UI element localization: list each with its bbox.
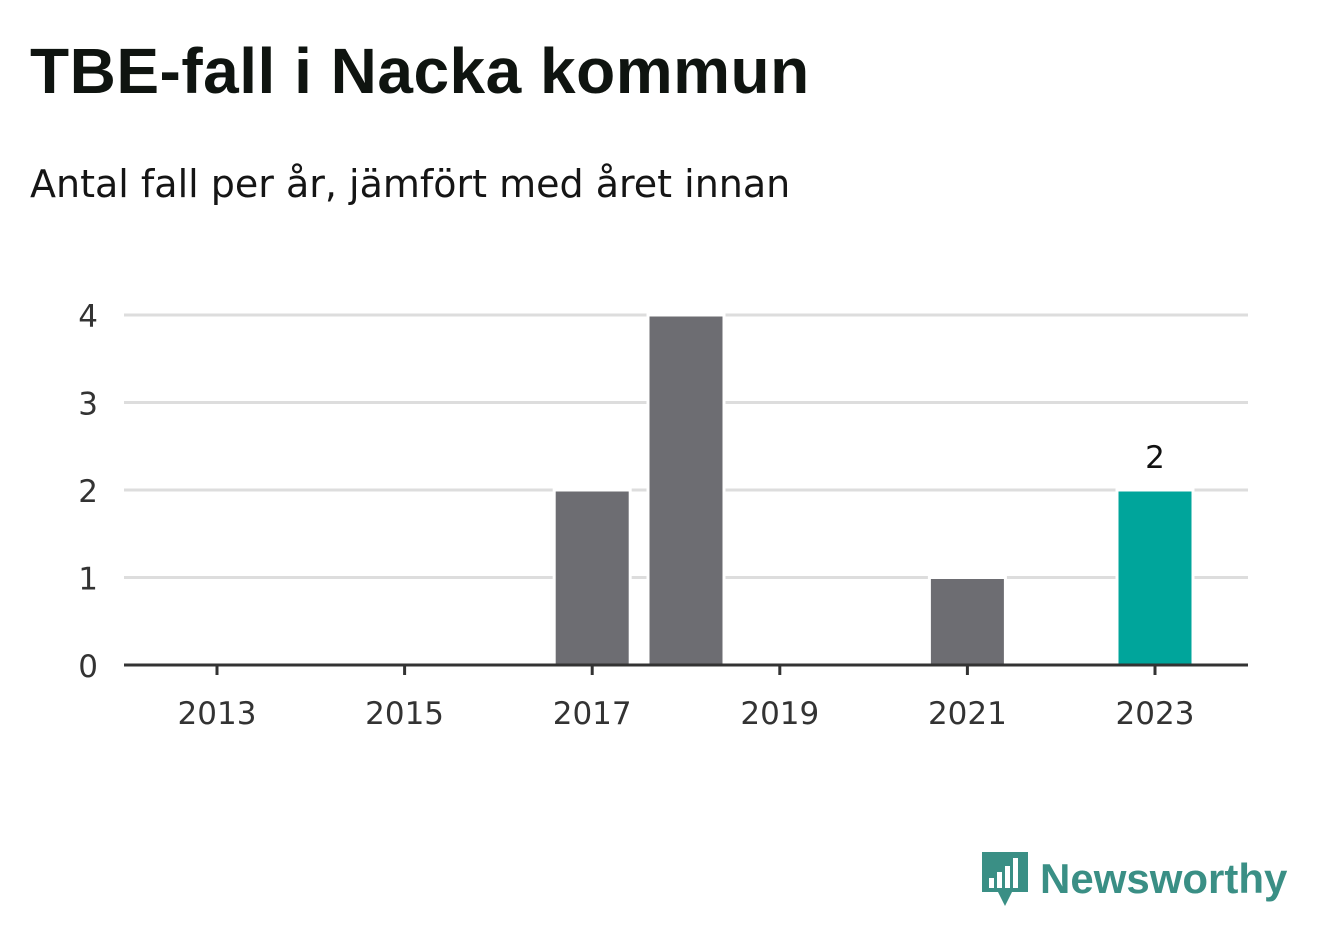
chart-title: TBE-fall i Nacka kommun	[30, 35, 810, 107]
y-tick-label: 4	[78, 299, 98, 335]
x-tick-label: 2013	[178, 696, 257, 732]
bar-chart: 0 1 2 3 4 2013 2015 2017 2019 2021 2023 2	[78, 299, 1248, 732]
bar-2017	[552, 488, 632, 667]
newsworthy-logo: Newsworthy	[980, 848, 1287, 910]
newsworthy-logo-icon	[982, 852, 1028, 906]
x-tick-label: 2017	[553, 696, 632, 732]
x-tick-label: 2021	[928, 696, 1007, 732]
chart-subtitle: Antal fall per år, jämfört med året inna…	[30, 162, 791, 206]
y-tick-label: 3	[78, 387, 98, 423]
axes	[124, 663, 1248, 675]
data-label: 2	[1145, 440, 1165, 476]
x-tick-label: 2015	[365, 696, 444, 732]
bar-2023	[1115, 488, 1195, 667]
y-tick-label: 2	[78, 474, 98, 510]
x-tick-label: 2019	[740, 696, 819, 732]
brand-name: Newsworthy	[1040, 855, 1288, 902]
bar-2021	[927, 576, 1007, 667]
y-tick-label: 1	[78, 562, 98, 598]
x-tick-label: 2023	[1116, 696, 1195, 732]
y-tick-label: 0	[78, 649, 98, 685]
bar-2018	[646, 313, 726, 667]
labels: 0 1 2 3 4 2013 2015 2017 2019 2021 2023 2	[78, 299, 1194, 732]
